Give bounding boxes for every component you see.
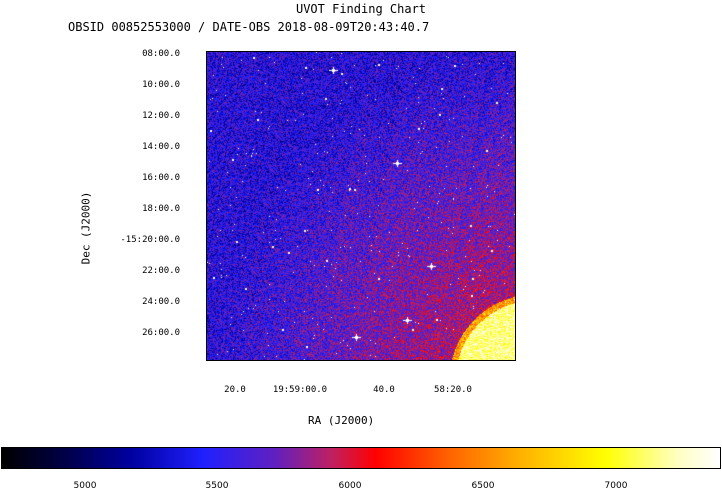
colorbar-tick-label: 6500 [471,481,495,491]
colorbar-tick-label: 5000 [73,481,97,491]
ra-tick-label: 20.0 [224,385,246,395]
dec-tick-label: 14:00.0 [142,142,180,152]
dec-tick-label: -15:20:00.0 [120,235,180,245]
dec-axis-label: Dec (J2000) [79,191,93,265]
dec-tick-label: 16:00.0 [142,173,180,183]
colorbar-tick-label: 5500 [205,481,229,491]
ra-axis-label: RA (J2000) [308,414,375,427]
dec-tick-label: 12:00.0 [142,111,180,121]
ra-tick-label: 40.0 [373,385,395,395]
chart-title: UVOT Finding Chart [295,2,427,16]
dec-tick-label: 26:00.0 [142,328,180,338]
sky-image [207,52,515,360]
observation-subtitle: OBSID 00852553000 / DATE-OBS 2018-08-09T… [68,20,430,34]
dec-tick-label: 18:00.0 [142,204,180,214]
sky-image-frame [206,51,516,361]
colorbar-tick-label: 6000 [338,481,362,491]
dec-tick-label: 24:00.0 [142,297,180,307]
dec-tick-label: 10:00.0 [142,80,180,90]
ra-tick-label: 19:59:00.0 [272,385,328,395]
colorbar [1,447,721,469]
dec-tick-label: 08:00.0 [142,49,180,59]
colorbar-tick-label: 7000 [604,481,628,491]
dec-tick-label: 22:00.0 [142,266,180,276]
ra-tick-label: 58:20.0 [434,385,472,395]
